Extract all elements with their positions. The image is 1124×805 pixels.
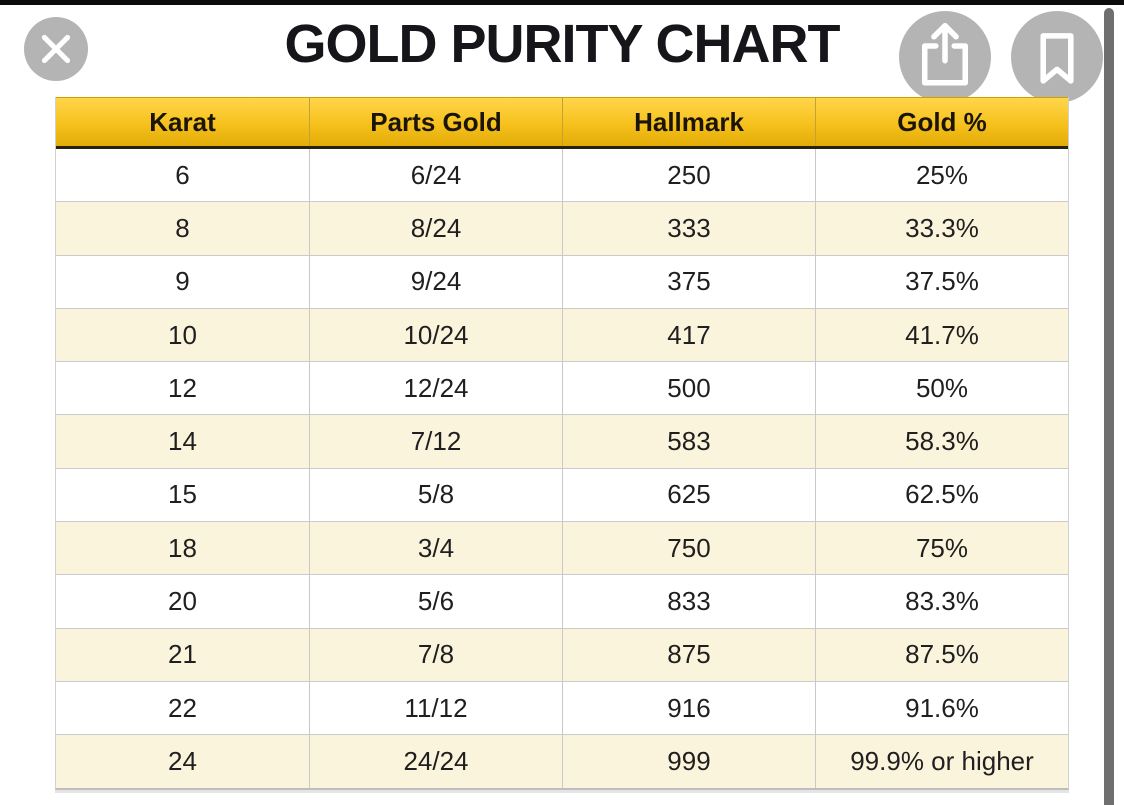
table-row: 20 5/6 833 83.3%: [56, 574, 1068, 628]
table-cell: 750: [562, 522, 815, 575]
table-cell: 9/24: [309, 255, 562, 308]
table-row: 21 7/8 875 87.5%: [56, 627, 1068, 681]
bookmark-icon: [1011, 11, 1103, 103]
table-cell: 37.5%: [815, 255, 1068, 308]
gold-purity-table: Karat Parts Gold Hallmark Gold % 6 6/24 …: [55, 97, 1069, 790]
close-icon: [24, 17, 88, 81]
table-cell: 375: [562, 255, 815, 308]
page-title: GOLD PURITY CHART: [284, 14, 840, 74]
table-cell: 99.9% or higher: [815, 735, 1068, 788]
table-cell: 625: [562, 468, 815, 522]
table-cell: 91.6%: [815, 681, 1068, 735]
table-row: 18 3/4 750 75%: [56, 521, 1068, 575]
table-cell: 41.7%: [815, 308, 1068, 362]
table-cell: 75%: [815, 522, 1068, 575]
table-row: 15 5/8 625 62.5%: [56, 467, 1068, 522]
table-cell: 583: [562, 415, 815, 468]
top-edge-strip: [0, 0, 1124, 5]
table-cell: 24: [168, 745, 197, 776]
table-cell: 6/24: [309, 149, 562, 202]
table-cell: 333: [562, 202, 815, 255]
column-header-parts-gold: Parts Gold: [309, 98, 562, 146]
table-body: 6 6/24 250 25% 8 8/24 333 33.3% 9 9/24 3…: [56, 149, 1068, 788]
table-cell: 10/24: [309, 308, 562, 362]
table-cell: 7/8: [309, 628, 562, 681]
share-icon: [899, 11, 991, 103]
table-row: 10 10/24 417 41.7%: [56, 307, 1068, 362]
table-cell: 18: [168, 532, 197, 563]
table-cell: 12: [168, 372, 197, 403]
table-cell: 20: [168, 586, 197, 617]
close-button[interactable]: [24, 17, 88, 81]
table-row: 24 24/24 999 99.9% or higher: [56, 734, 1068, 788]
table-row: 8 8/24 333 33.3%: [56, 201, 1068, 255]
table-cell: 250: [562, 149, 815, 202]
table-cell: 11/12: [309, 681, 562, 735]
table-row: 22 11/12 916 91.6%: [56, 680, 1068, 735]
table-cell: 8: [175, 212, 190, 243]
table-cell: 500: [562, 362, 815, 415]
share-button[interactable]: [899, 11, 991, 103]
table-cell: 62.5%: [815, 468, 1068, 522]
table-cell: 5/6: [309, 575, 562, 628]
table-cell: 25%: [815, 149, 1068, 202]
table-cell: 8/24: [309, 202, 562, 255]
table-cell: 24/24: [309, 735, 562, 788]
table-row: 6 6/24 250 25%: [56, 149, 1068, 202]
table-cell: 833: [562, 575, 815, 628]
table-cell: 21: [168, 639, 197, 670]
table-cell: 87.5%: [815, 628, 1068, 681]
table-cell: 9: [175, 266, 190, 297]
table-cell: 58.3%: [815, 415, 1068, 468]
bookmark-button[interactable]: [1011, 11, 1103, 103]
column-header-hallmark: Hallmark: [562, 98, 815, 146]
table-cell: 15: [168, 479, 197, 510]
table-cell: 10: [168, 319, 197, 350]
table-cell: 5/8: [309, 468, 562, 522]
vertical-scrollbar[interactable]: [1104, 8, 1114, 805]
table-cell: 22: [168, 692, 197, 723]
table-cell: 6: [175, 159, 190, 190]
table-cell: 3/4: [309, 522, 562, 575]
table-row: 12 12/24 500 50%: [56, 361, 1068, 415]
table-cell: 14: [168, 426, 197, 457]
table-cell: 50%: [815, 362, 1068, 415]
table-cell: 916: [562, 681, 815, 735]
table-cell: 83.3%: [815, 575, 1068, 628]
table-row: 9 9/24 375 37.5%: [56, 254, 1068, 308]
table-cell: 33.3%: [815, 202, 1068, 255]
table-header-row: Karat Parts Gold Hallmark Gold %: [56, 97, 1068, 149]
table-cell: 875: [562, 628, 815, 681]
table-row: 14 7/12 583 58.3%: [56, 414, 1068, 468]
table-cell: 7/12: [309, 415, 562, 468]
table-cell: 417: [562, 308, 815, 362]
table-cell: 12/24: [309, 362, 562, 415]
column-header-karat: Karat: [149, 106, 216, 137]
table-cell: 999: [562, 735, 815, 788]
column-header-gold-pct: Gold %: [815, 98, 1068, 146]
